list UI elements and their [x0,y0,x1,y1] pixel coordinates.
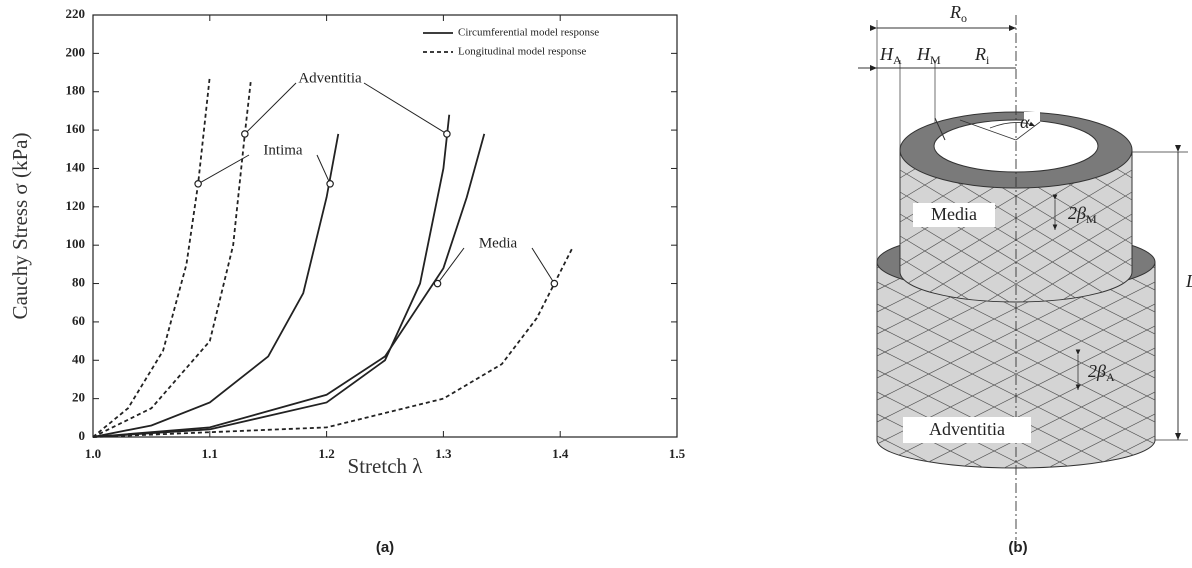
hatch-line [900,213,1132,302]
annotation-leader [363,82,448,135]
layer-label: Adventitia [929,419,1005,439]
annotation-marker [241,130,249,138]
legend-label: Circumferential model response [458,27,599,39]
y-tick-label: 220 [66,6,86,21]
x-tick-label: 1.3 [435,446,452,461]
label-subscript: A [1106,370,1115,384]
series-line [92,114,451,438]
label-subscript: i [986,53,990,67]
diagram-label: 2βA [1088,361,1115,384]
series-line [92,133,486,438]
series-line [92,76,211,438]
x-tick-label: 1.5 [669,446,686,461]
annotation-leader [244,82,297,135]
annotation-leader [531,247,555,284]
label-symbol: 2β [1068,203,1086,223]
hatch-line [877,262,1155,313]
label-box [913,203,995,227]
caption: (b) [1008,539,1027,556]
annotation-leader [437,247,465,284]
diagram-label: L [1185,271,1192,291]
x-tick-label: 1.4 [552,446,569,461]
y-tick-label: 60 [72,313,85,328]
label-symbol: α [1020,112,1030,132]
label-symbol: 2β [1088,361,1106,381]
label-symbol: L [1185,271,1192,291]
layer-label: Media [931,204,977,224]
label-subscript: o [961,11,967,25]
annotation-leader [316,154,331,185]
slot-edge [934,117,946,141]
y-tick-label: 200 [66,44,86,59]
diagram-label: α [1020,112,1030,132]
hatch-line [900,150,1132,201]
diagram-label: Ro [949,2,967,25]
x-axis-label: Stretch λ [348,454,424,478]
diagram-label: 2βM [1068,203,1097,226]
annotation: Media [479,235,518,251]
y-tick-label: 40 [72,351,85,366]
y-tick-label: 140 [66,159,86,174]
y-axis-label: Cauchy Stress σ (kPa) [8,133,32,320]
diagram-label: Ri [974,44,990,67]
y-tick-label: 180 [66,83,86,98]
caption: (a) [376,539,394,556]
legend-label: Longitudinal model response [458,46,586,58]
label-symbol: H [916,44,931,64]
annotation-marker [443,130,451,138]
hatch-line [900,235,1132,302]
hatch-line [877,435,1155,468]
annotation: Intima [263,142,302,158]
plot-frame [92,14,678,438]
angle-arc [989,121,1036,129]
hatch-line [877,262,1155,313]
diagram [858,15,1188,540]
annotation: Adventitia [298,70,362,86]
hatch-line [900,235,1132,302]
y-tick-label: 160 [66,121,86,136]
y-tick-label: 120 [66,198,86,213]
hatch-line [900,150,1132,201]
label-subscript: M [930,53,941,67]
label-symbol: R [974,44,986,64]
annotation-marker [194,180,202,188]
annotation-marker [326,180,334,188]
y-tick-label: 0 [79,428,86,443]
hatch-line [877,435,1155,468]
label-symbol: R [949,2,961,22]
angle-line [1015,121,1041,141]
diagram-label: HA [879,44,902,67]
label-subscript: M [1086,212,1097,226]
annotation-leader [197,154,250,185]
series-line [92,82,252,438]
y-tick-label: 100 [66,236,86,251]
x-tick-label: 1.1 [202,446,218,461]
annotation-marker [550,279,559,288]
x-tick-label: 1.2 [318,446,334,461]
angle-line [959,119,1017,141]
series-line [92,133,340,438]
media-body [899,149,1133,303]
y-tick-label: 80 [72,275,85,290]
label-symbol: H [879,44,894,64]
annotation-marker [433,279,442,288]
hatch-line [900,257,1132,302]
y-tick-label: 20 [72,390,85,405]
hatch-line [877,413,1155,468]
diagram-label: HM [916,44,941,67]
label-subscript: A [893,53,902,67]
hatch-line [900,257,1132,302]
label-box [903,417,1031,443]
x-tick-label: 1.0 [85,446,101,461]
